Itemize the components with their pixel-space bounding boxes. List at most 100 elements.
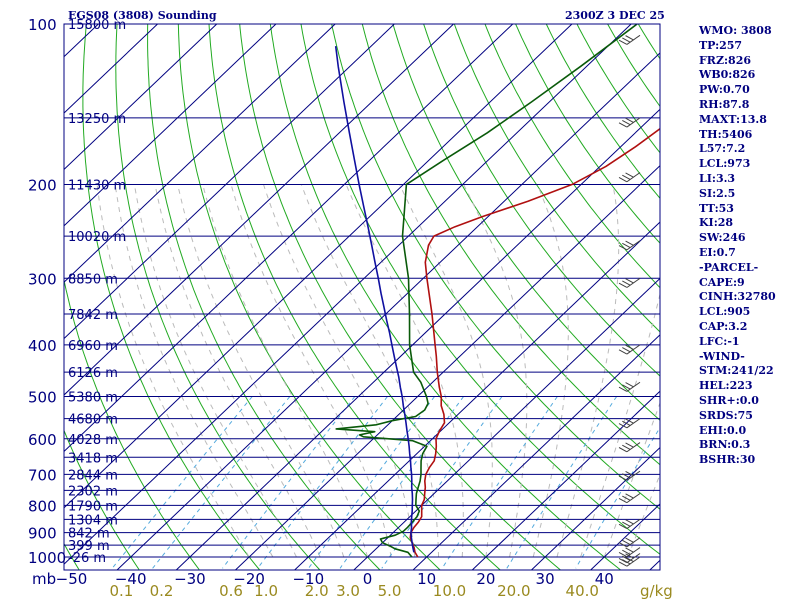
mixing-ratio-tick-label: 1.0 (254, 582, 278, 600)
wind-barb-staff (626, 537, 641, 548)
wind-barb-flag (618, 542, 628, 548)
moist-adiabat-line (345, 184, 464, 558)
mixing-ratio-line (441, 396, 558, 569)
dry-adiabat-line (300, 24, 660, 555)
height-label: 4028 m (68, 433, 118, 448)
index-item: SI:2.5 (699, 186, 736, 200)
wind-barb-flag (625, 553, 634, 559)
wind-barbs (618, 34, 641, 567)
wind-barb-flag (622, 444, 631, 450)
index-item: STM:241/22 (699, 364, 774, 378)
isotherm-line (64, 24, 632, 565)
index-item: LCL:973 (699, 157, 751, 171)
dewpoint-profile (335, 24, 638, 558)
wind-barb-flag (622, 539, 631, 546)
wind-barb-flag (618, 282, 628, 288)
wind-barb-flag (618, 386, 628, 392)
index-item: FRZ:826 (699, 53, 752, 67)
wind-barb-flag (625, 344, 634, 350)
wind-barb-flag (625, 172, 634, 178)
index-item: SHR+:0.0 (699, 393, 759, 407)
wind-barb-flag (622, 420, 631, 426)
wind-barb-flag (625, 240, 634, 246)
wind-barb-staff (626, 418, 641, 429)
index-item: CAP:3.2 (699, 319, 748, 333)
isotherm-line (64, 24, 514, 453)
wind-barb (618, 556, 641, 567)
wind-barb-flag (622, 521, 631, 527)
wind-barb-staff (626, 470, 641, 481)
index-item: SRDS:75 (699, 408, 753, 422)
mixing-ratio-line (257, 396, 388, 569)
wind-barb (618, 418, 641, 429)
wind-barb-staff (626, 344, 641, 355)
moist-adiabat-line (154, 184, 321, 558)
temperature-profile (409, 127, 660, 558)
mixing-ratio-tick-label: 40.0 (566, 582, 599, 600)
pressure-tick-label: 1000 (28, 549, 66, 567)
wind-barb-flag (625, 278, 634, 284)
wind-barb-flag (625, 470, 634, 477)
wind-barb (618, 344, 641, 355)
dry-adiabat-line (576, 24, 660, 154)
index-item: EHI:0.0 (699, 423, 747, 437)
dry-adiabat-line (392, 24, 660, 421)
moist-adiabat-line (230, 184, 392, 558)
index-item: KI:28 (699, 216, 734, 230)
sounding-time: 2300Z 3 DEC 25 (565, 9, 665, 22)
temperature-tick-label: −40 (115, 570, 147, 588)
height-label: 2302 m (68, 484, 118, 499)
isotherm-line (64, 24, 573, 509)
index-item: WB0:826 (699, 68, 756, 82)
height-label: 842 m (68, 527, 110, 542)
wind-barb-flag (622, 384, 631, 390)
wind-barb (618, 240, 641, 251)
wind-barb-flag (618, 561, 628, 567)
wind-barb-flag (622, 174, 631, 180)
wind-barb-flag (618, 245, 628, 251)
height-label: 5380 m (68, 391, 118, 406)
pressure-tick-label: 600 (28, 431, 57, 449)
wind-barb-flag (625, 117, 634, 123)
dry-adiabat-line (484, 24, 660, 289)
height-label: 399 m (68, 539, 110, 554)
wind-barb-flag (622, 555, 631, 561)
wind-barb-flag (625, 556, 634, 563)
index-item: LI:3.3 (699, 171, 736, 185)
wind-barb-staff (626, 518, 641, 529)
mixing-ratio-lines (111, 396, 660, 569)
pressure-tick-label: 800 (28, 497, 57, 515)
temperature-tick-label: −10 (292, 570, 324, 588)
dry-adiabat-line (115, 24, 321, 570)
index-item: TT:53 (699, 201, 734, 215)
mixing-ratio-tick-label: 3.0 (336, 582, 360, 600)
mixing-ratio-line (152, 396, 291, 569)
dry-adiabat-line (331, 24, 660, 510)
index-item: -WIND- (699, 349, 745, 363)
isotherm-line (64, 24, 336, 283)
height-label: 8850 m (68, 272, 118, 287)
wind-barb (618, 553, 641, 564)
index-item: RH:87.8 (699, 97, 750, 111)
wind-barb-flag (618, 497, 628, 504)
height-label: 6960 m (68, 339, 118, 354)
mixing-ratio-tick-label: 0.2 (150, 582, 174, 600)
height-label: 15800 m (68, 18, 126, 33)
index-item: EI:0.7 (699, 245, 736, 259)
isotherm-line (471, 390, 660, 570)
dry-adiabat-line (545, 24, 660, 200)
dry-adiabat-line (239, 24, 561, 570)
dry-adiabat-line (515, 24, 660, 244)
wind-barb-flag (625, 418, 634, 424)
isotherm-line (64, 24, 395, 340)
wind-barb-flag (618, 349, 628, 355)
pressure-tick-label: 200 (28, 176, 57, 194)
wind-barb-flag (618, 122, 628, 128)
pressure-tick-label: 300 (28, 270, 57, 288)
wind-barb (618, 117, 641, 128)
index-item: HEL:223 (699, 379, 753, 393)
index-item: L57:7.2 (699, 142, 746, 156)
wind-barb-flag (618, 423, 628, 429)
height-label: 1304 m (68, 513, 118, 528)
wind-barb-flag (622, 495, 631, 501)
